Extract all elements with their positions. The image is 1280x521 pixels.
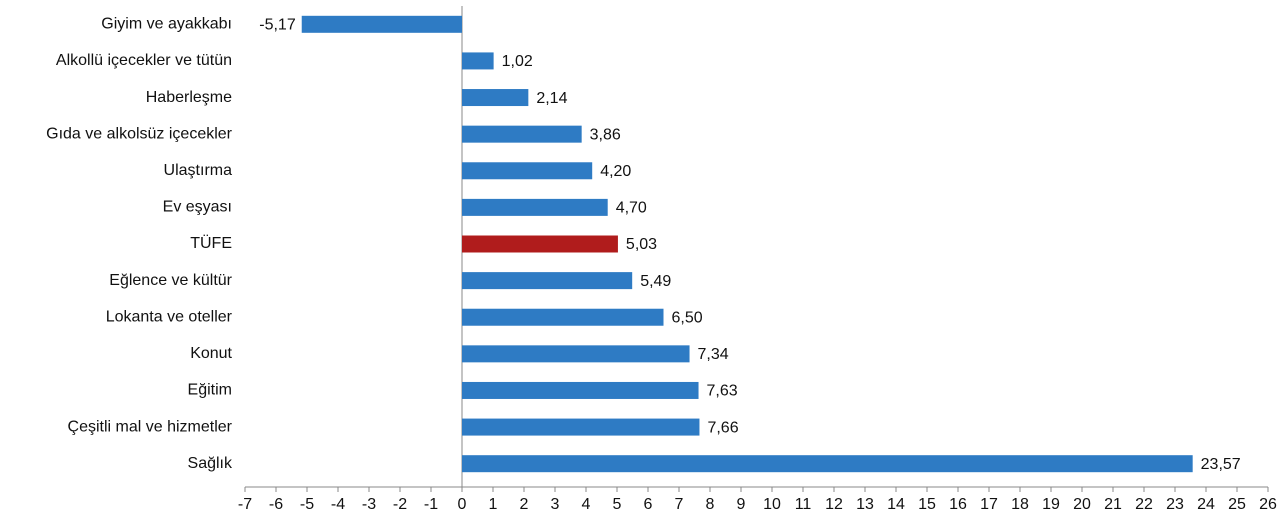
- x-tick-label: -6: [269, 496, 283, 513]
- y-tick-label: Alkollü içecekler ve tütün: [56, 52, 232, 69]
- x-tick-label: 20: [1073, 496, 1091, 513]
- x-tick-label: 26: [1259, 496, 1277, 513]
- bar: [462, 308, 664, 326]
- value-label: 4,70: [616, 200, 647, 217]
- y-tick-label: Ev eşyası: [163, 199, 232, 216]
- x-tick-label: 1: [489, 496, 498, 513]
- x-tick-label: 16: [949, 496, 967, 513]
- x-tick-label: 18: [1011, 496, 1029, 513]
- x-tick-label: 5: [613, 496, 622, 513]
- x-tick-label: 8: [706, 496, 715, 513]
- x-tick-label: 2: [520, 496, 529, 513]
- value-label: 7,34: [698, 346, 729, 363]
- bar: [462, 89, 529, 107]
- x-tick-label: 24: [1197, 496, 1215, 513]
- y-tick-label: TÜFE: [190, 234, 232, 252]
- x-tick-label: 21: [1104, 496, 1122, 513]
- y-tick-label: Ulaştırma: [164, 162, 233, 179]
- x-tick-label: -3: [362, 496, 376, 513]
- x-tick-label: 22: [1135, 496, 1153, 513]
- bar: [462, 272, 633, 290]
- bar: [462, 162, 593, 180]
- value-label: 5,49: [640, 273, 671, 290]
- x-tick-label: -4: [331, 496, 345, 513]
- x-tick-label: -1: [424, 496, 438, 513]
- x-tick-label: 13: [856, 496, 874, 513]
- y-tick-label: Çeşitli mal ve hizmetler: [68, 418, 233, 435]
- x-tick-label: 10: [763, 496, 781, 513]
- x-tick-label: 25: [1228, 496, 1246, 513]
- y-tick-label: Konut: [190, 345, 232, 362]
- value-label: -5,17: [259, 17, 296, 34]
- x-tick-label: -7: [238, 496, 252, 513]
- x-tick-label: 4: [582, 496, 591, 513]
- x-tick-label: 15: [918, 496, 936, 513]
- x-tick-label: -5: [300, 496, 314, 513]
- bar: [462, 235, 618, 253]
- x-tick-label: 0: [458, 496, 467, 513]
- x-tick-label: 14: [887, 496, 905, 513]
- value-label: 3,86: [590, 126, 621, 143]
- x-tick-label: 11: [795, 496, 812, 513]
- x-tick-label: 3: [551, 496, 560, 513]
- bar: [462, 455, 1193, 473]
- bar: [462, 381, 699, 399]
- x-tick-label: 9: [737, 496, 746, 513]
- value-label: 7,63: [707, 383, 738, 400]
- x-tick-label: 23: [1166, 496, 1184, 513]
- y-tick-label: Gıda ve alkolsüz içecekler: [46, 125, 233, 142]
- value-label: 4,20: [600, 163, 631, 180]
- x-tick-label: 7: [675, 496, 684, 513]
- bar: [462, 198, 608, 216]
- value-label: 2,14: [536, 90, 567, 107]
- y-tick-label: Giyim ve ayakkabı: [101, 16, 232, 33]
- bar: [462, 125, 582, 143]
- bar: [462, 52, 494, 70]
- value-label: 5,03: [626, 236, 657, 253]
- bar: [462, 345, 690, 363]
- y-tick-label: Eğitim: [188, 382, 232, 399]
- value-label: 1,02: [502, 53, 533, 70]
- x-tick-label: 6: [644, 496, 653, 513]
- value-label: 23,57: [1201, 456, 1241, 473]
- value-label: 7,66: [707, 419, 738, 436]
- bar: [301, 15, 462, 33]
- x-tick-label: 19: [1042, 496, 1060, 513]
- x-tick-label: -2: [393, 496, 407, 513]
- x-tick-label: 12: [825, 496, 843, 513]
- y-tick-label: Eğlence ve kültür: [109, 272, 232, 289]
- y-tick-label: Sağlık: [188, 455, 233, 472]
- y-tick-label: Haberleşme: [146, 89, 232, 106]
- bar: [462, 418, 700, 436]
- value-label: 6,50: [672, 309, 703, 326]
- x-tick-label: 17: [980, 496, 998, 513]
- y-tick-label: Lokanta ve oteller: [106, 308, 233, 325]
